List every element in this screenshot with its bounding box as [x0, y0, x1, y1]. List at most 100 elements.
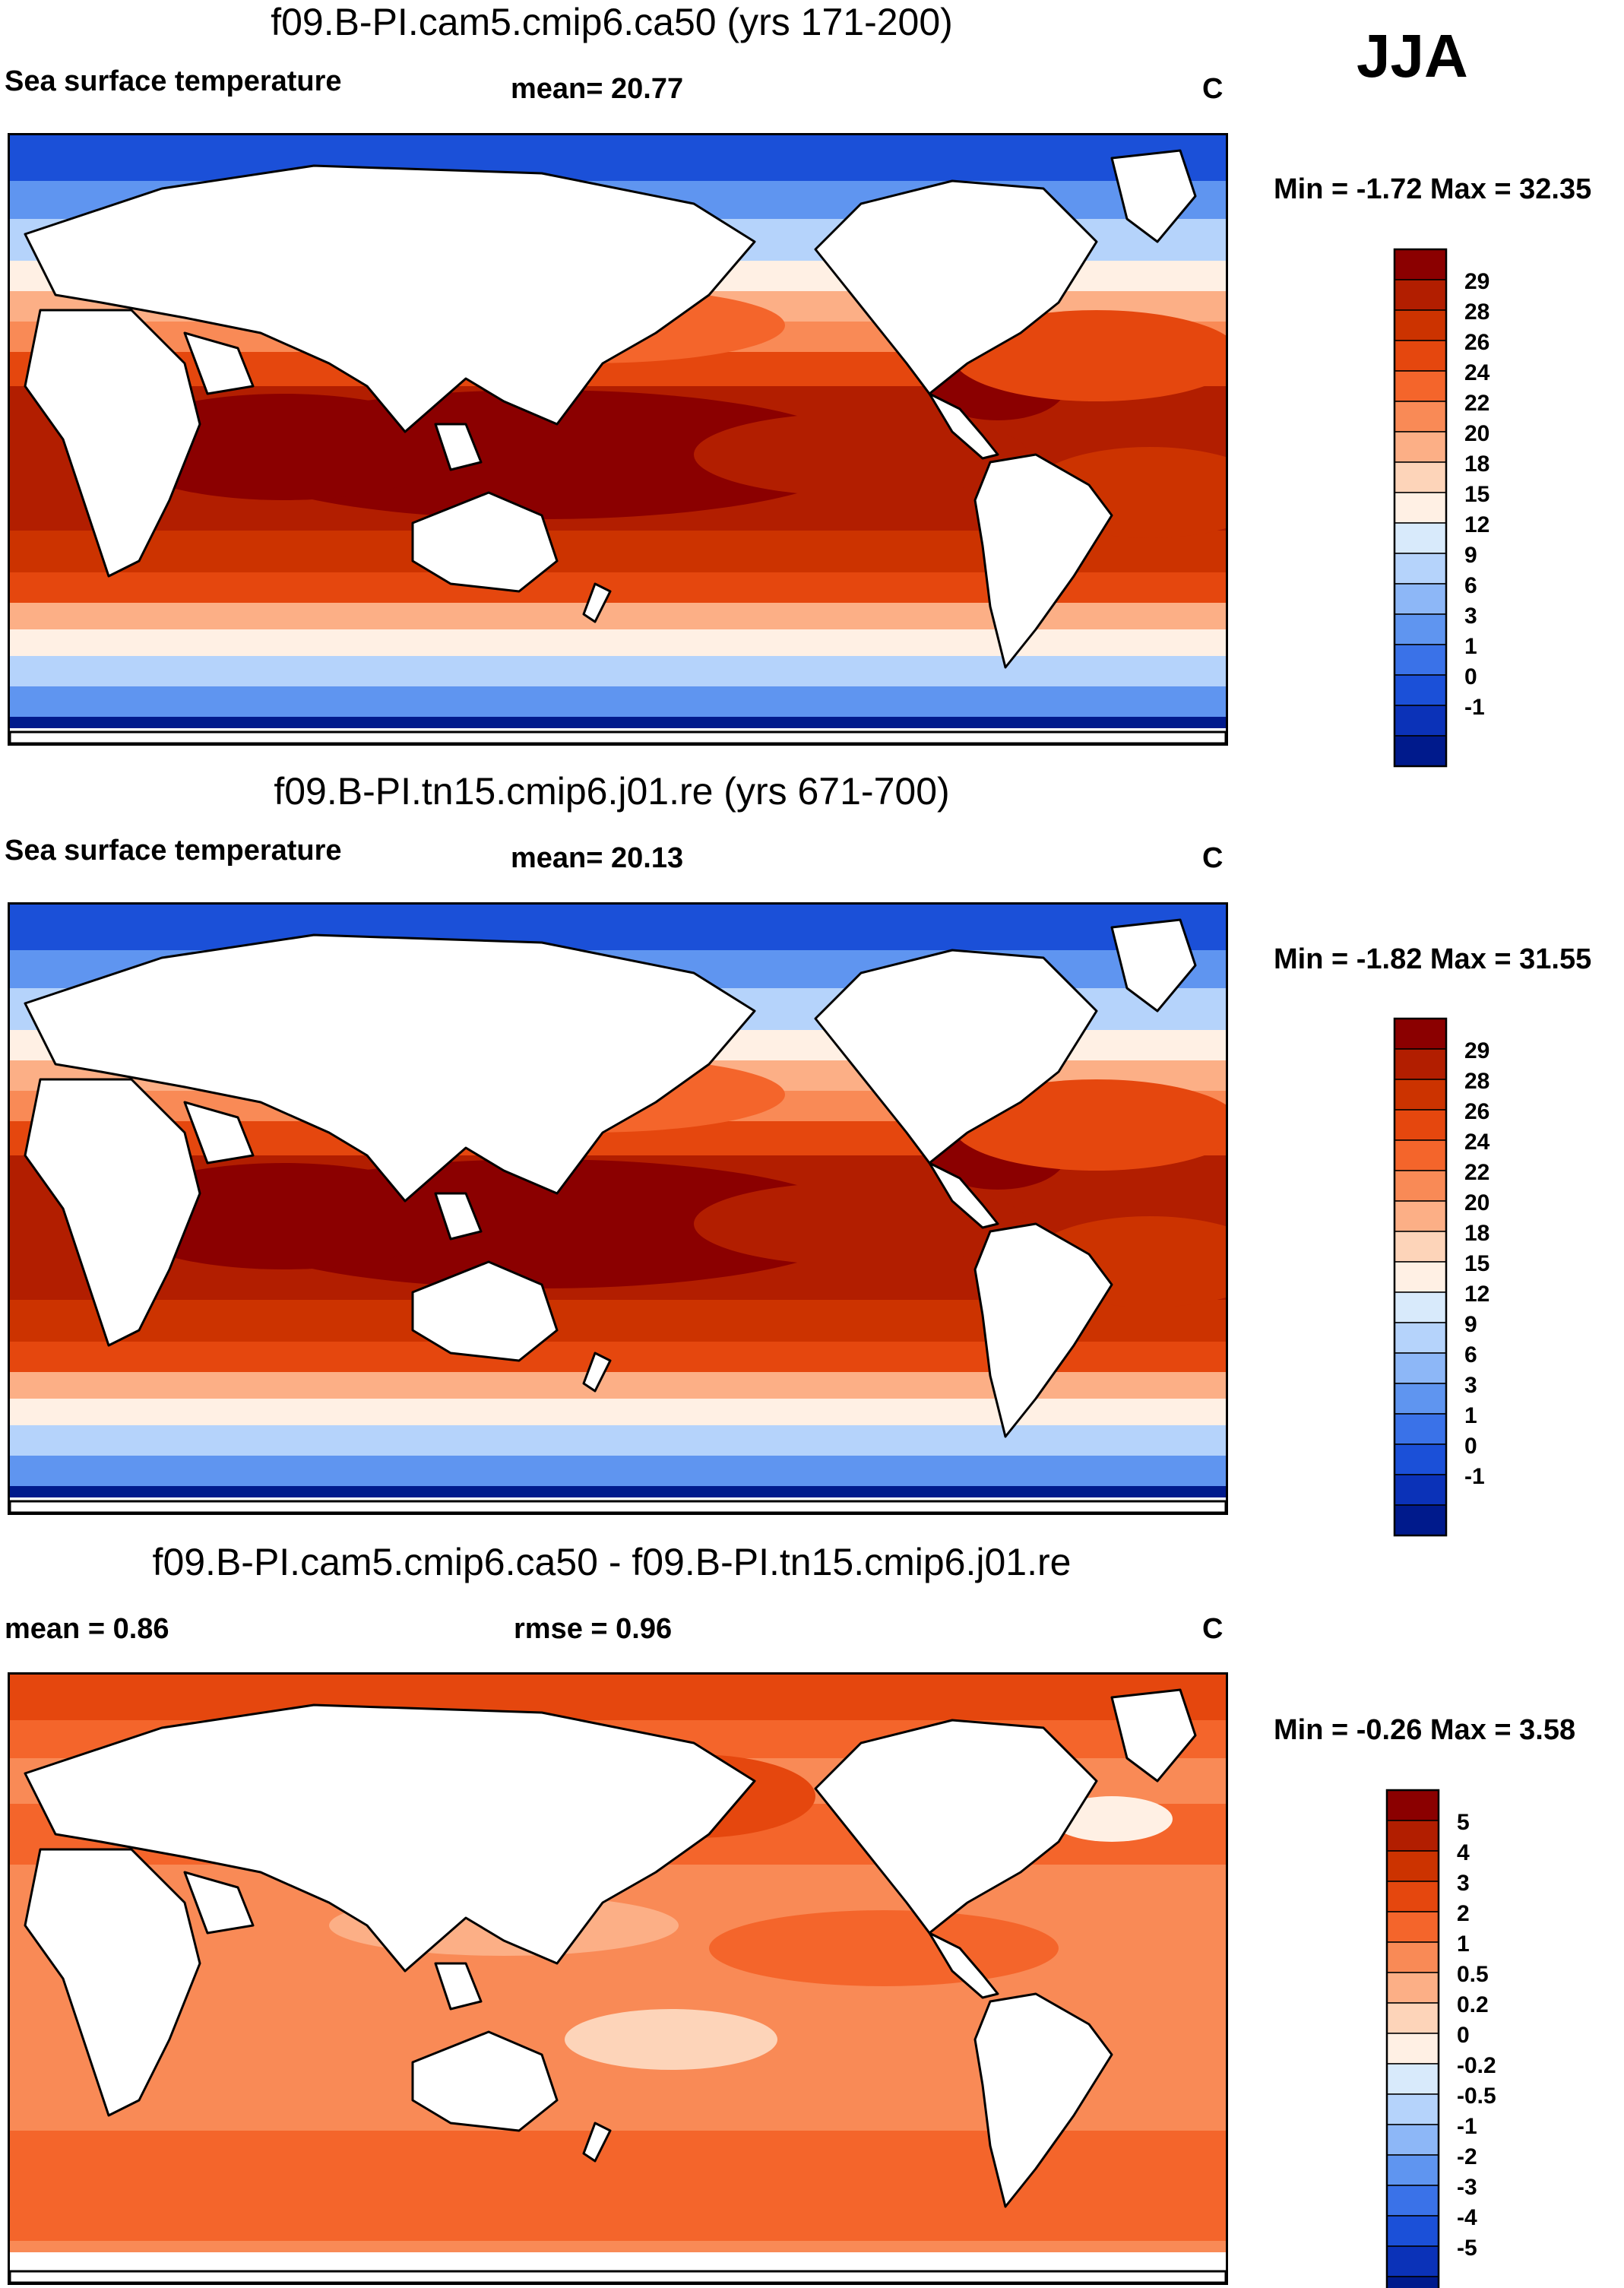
colorbar-swatch — [1394, 370, 1447, 402]
africa-landmass — [24, 1078, 201, 1347]
colorbar-tick-label: 22 — [1464, 391, 1489, 416]
colorbar-swatch — [1394, 1139, 1447, 1171]
central-america-landmass — [928, 1931, 999, 1999]
panel-3-mean-label: mean = 0.86 — [5, 1613, 169, 1645]
colorbar-tick-label: 3 — [1464, 1373, 1477, 1398]
southeast-asia-landmass — [434, 423, 483, 471]
colorbar-swatch — [1394, 1383, 1447, 1415]
colorbar-swatch — [1386, 1881, 1439, 1912]
southeast-asia-landmass — [434, 1192, 483, 1241]
panel-2-colorbar: 29 28 26 24 22 20 18 15 12 9 6 3 1 0 -1 — [1393, 1017, 1531, 1537]
eurasia-landmass — [24, 933, 756, 1203]
panel-3-units-label: C — [1202, 1613, 1224, 1645]
colorbar-swatch — [1394, 1261, 1447, 1293]
colorbar-tick-label: 22 — [1464, 1160, 1489, 1185]
colorbar-swatch — [1394, 644, 1447, 676]
colorbar-tick-label: 0 — [1464, 1434, 1477, 1459]
colorbar-swatch — [1394, 1322, 1447, 1354]
colorbar-swatch — [1394, 522, 1447, 554]
diff-band — [10, 2199, 1226, 2241]
panel-3-rmse-label: rmse = 0.96 — [514, 1613, 673, 1645]
season-label: JJA — [1356, 22, 1468, 90]
colorbar-tick-label: 12 — [1464, 512, 1489, 537]
greenland-landmass — [1110, 918, 1197, 1012]
colorbar-swatch — [1394, 401, 1447, 433]
colorbar-tick-label: 1 — [1457, 1931, 1470, 1957]
colorbar-tick-label: 28 — [1464, 299, 1489, 325]
colorbar-swatch — [1386, 1911, 1439, 1943]
colorbar-tick-label: 0 — [1464, 664, 1477, 689]
colorbar-tick-label: 24 — [1464, 360, 1490, 385]
colorbar-tick-label: 18 — [1464, 452, 1489, 477]
new-zealand-landmass — [582, 582, 612, 623]
colorbar-tick-label: 1 — [1464, 634, 1477, 659]
colorbar-tick-label: 12 — [1464, 1282, 1489, 1307]
colorbar-swatch — [1386, 1820, 1439, 1852]
colorbar-swatch — [1394, 613, 1447, 645]
colorbar-swatch — [1394, 1352, 1447, 1384]
colorbar-swatch — [1394, 1200, 1447, 1232]
sst-band — [10, 656, 1226, 686]
colorbar-swatch — [1394, 1474, 1447, 1506]
colorbar-tick-label: -1 — [1464, 1464, 1485, 1489]
colorbar-tick-label: 0.2 — [1457, 1992, 1489, 2017]
colorbar-tick-label: 2 — [1457, 1901, 1470, 1926]
panel-2-map — [8, 902, 1228, 1515]
panel-1-map-svg — [10, 135, 1226, 743]
sst-band — [10, 1399, 1226, 1425]
colorbar-tick-label: 9 — [1464, 543, 1477, 568]
north-america-landmass — [814, 1719, 1098, 1935]
colorbar-swatch — [1386, 1941, 1439, 1973]
colorbar-swatch — [1386, 2063, 1439, 2095]
colorbar-tick-label: 5 — [1457, 1810, 1470, 1835]
panel-2-title: f09.B-PI.tn15.cmip6.j01.re (yrs 671-700) — [274, 770, 950, 813]
panel-2-landmasses — [10, 918, 1226, 1513]
diff-band — [10, 1675, 1226, 1720]
colorbar-tick-label: 1 — [1464, 1403, 1477, 1428]
sst-band — [10, 686, 1226, 717]
south-america-landmass — [973, 1222, 1113, 1438]
colorbar-tick-label: 3 — [1464, 604, 1477, 629]
colorbar-tick-label: 15 — [1464, 482, 1489, 507]
panel-1-map — [8, 133, 1228, 746]
colorbar-tick-label: 20 — [1464, 421, 1489, 446]
panel-2-colorbar-svg: 29 28 26 24 22 20 18 15 12 9 6 3 1 0 -1 — [1393, 1017, 1490, 1537]
colorbar-swatch — [1394, 1443, 1447, 1475]
colorbar-tick-label: 0 — [1457, 2023, 1470, 2048]
colorbar-tick-label: -0.2 — [1457, 2053, 1496, 2078]
colorbar-swatch — [1394, 1504, 1447, 1536]
colorbar-tick-label: -0.5 — [1457, 2084, 1496, 2109]
south-america-landmass — [973, 453, 1113, 669]
colorbar-tick-label: 9 — [1464, 1312, 1477, 1337]
new-zealand-landmass — [582, 2122, 612, 2163]
colorbar-swatch — [1386, 1789, 1439, 1821]
colorbar-swatch — [1394, 1291, 1447, 1323]
colorbar-swatch — [1394, 340, 1447, 372]
panel-3-colorbar: 5 4 3 2 1 0.5 0.2 0 -0.2 -0.5 -1 -2 -3 -4 -5 — [1385, 1789, 1524, 2288]
colorbar-swatch — [1386, 2033, 1439, 2065]
colorbar-tick-label: 26 — [1464, 330, 1489, 355]
colorbar-tick-label: -3 — [1457, 2175, 1477, 2200]
colorbar-swatch — [1394, 1413, 1447, 1445]
colorbar-swatch — [1394, 1018, 1447, 1050]
colorbar-tick-label: 18 — [1464, 1221, 1489, 1246]
panel-1-units-label: C — [1202, 73, 1224, 105]
sst-band — [10, 629, 1226, 656]
colorbar-tick-label: -4 — [1457, 2205, 1477, 2230]
colorbar-swatch — [1386, 2215, 1439, 2247]
colorbar-swatch — [1394, 1079, 1447, 1111]
colorbar-tick-label: 6 — [1464, 573, 1477, 598]
colorbar-swatch — [1394, 674, 1447, 706]
colorbar-swatch — [1394, 1231, 1447, 1263]
sst-band — [10, 1425, 1226, 1456]
greenland-landmass — [1110, 1688, 1197, 1783]
colorbar-swatch — [1386, 1972, 1439, 2004]
colorbar-tick-label: -5 — [1457, 2236, 1477, 2261]
panel-3-title: f09.B-PI.cam5.cmip6.ca50 - f09.B-PI.tn15… — [152, 1541, 1072, 1583]
panel-3-map — [8, 1672, 1228, 2285]
panel-1-mean-label: mean= 20.77 — [511, 73, 684, 105]
eurasia-landmass — [24, 164, 756, 433]
colorbar-swatch — [1394, 553, 1447, 585]
colorbar-swatch — [1386, 2124, 1439, 2156]
diff-blob — [1051, 1796, 1173, 1842]
